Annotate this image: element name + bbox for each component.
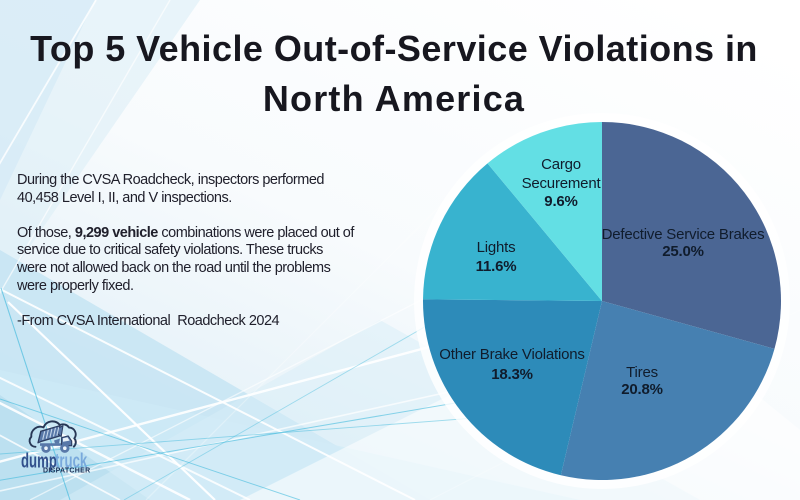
svg-text:dump: dump [21,450,57,472]
svg-text:DISPATCHER: DISPATCHER [43,468,90,475]
svg-text:truck: truck [55,450,88,472]
